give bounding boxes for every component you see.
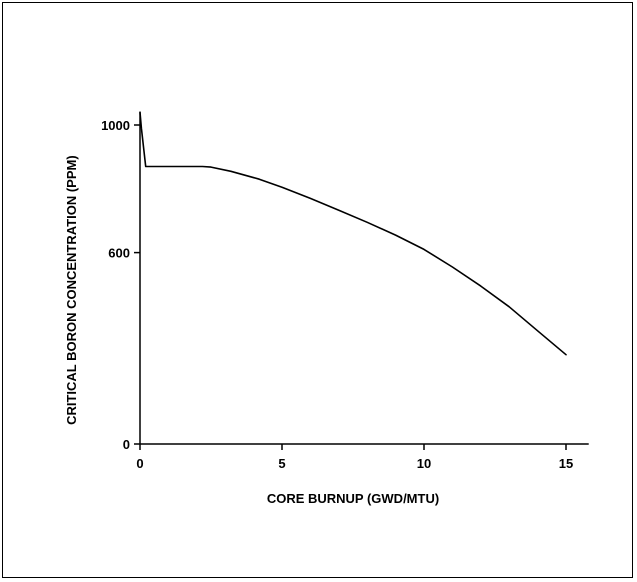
- y-axis-title: CRITICAL BORON CONCENTRATION (PPM): [64, 155, 79, 425]
- y-tick-label: 600: [108, 246, 130, 261]
- x-tick-label: 5: [278, 456, 285, 471]
- axes: 0 5 10 15 0 600 1000: [101, 112, 589, 471]
- x-tick-label: 0: [136, 456, 143, 471]
- x-tick-label: 10: [417, 456, 431, 471]
- y-tick-label: 1000: [101, 118, 130, 133]
- series-line: [139, 111, 567, 356]
- y-tick-label: 0: [123, 437, 130, 452]
- plot-area: [139, 111, 567, 356]
- x-tick-label: 15: [559, 456, 573, 471]
- x-axis-title: CORE BURNUP (GWD/MTU): [267, 491, 439, 506]
